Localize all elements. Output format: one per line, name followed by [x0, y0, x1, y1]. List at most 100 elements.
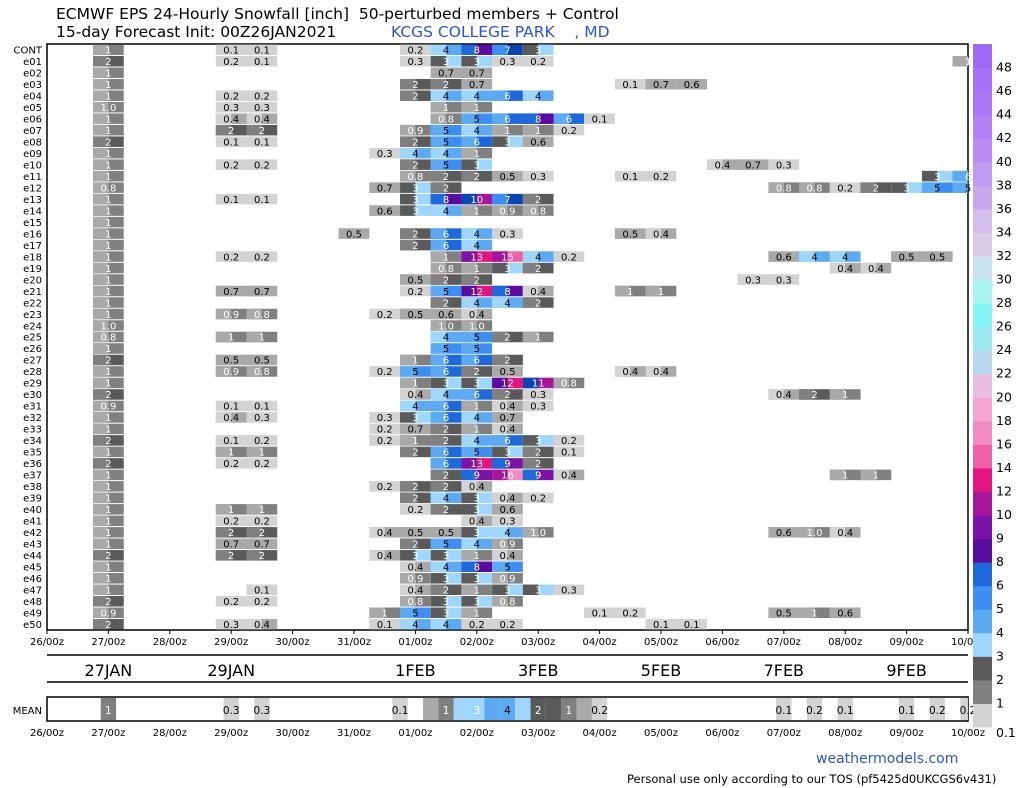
member-label: e39	[23, 494, 42, 505]
data-cell-lead	[461, 228, 477, 239]
time-tick-label: 05/00z	[644, 637, 678, 648]
legend-swatch	[973, 208, 992, 233]
cell-value: 0.1	[592, 114, 608, 125]
legend-label: 38	[996, 177, 1012, 192]
cell-value: 1.0	[100, 103, 116, 114]
member-label: e41	[23, 517, 42, 528]
data-cell-lead	[400, 205, 416, 216]
cell-value: 0.2	[530, 494, 546, 505]
cell-value: 0.6	[377, 206, 393, 217]
cell-value: 4	[443, 390, 449, 401]
cell-value: 0.2	[254, 459, 270, 470]
cell-value: 4	[474, 126, 480, 137]
cell-value: 1	[105, 264, 111, 275]
data-cell-lead	[93, 262, 109, 274]
cell-value: 6	[443, 356, 449, 367]
data-cell-lead	[492, 469, 508, 481]
cell-value: 1	[443, 103, 449, 114]
cell-value: 0.7	[653, 80, 669, 91]
data-cell-lead	[246, 90, 262, 101]
data-cell-lead	[430, 55, 447, 67]
data-cell-lead	[93, 343, 109, 354]
data-cell-lead	[522, 205, 539, 216]
data-cell-lead	[215, 515, 232, 527]
data-cell-lead	[461, 67, 477, 78]
data-cell-lead	[400, 400, 416, 412]
data-cell-lead	[93, 44, 109, 55]
cell-value: 0.4	[469, 482, 485, 493]
cell-value: 0.4	[223, 413, 239, 424]
cell-value: 4	[474, 229, 480, 240]
cell-value: 2	[504, 333, 510, 344]
legend-swatch	[973, 255, 992, 281]
legend-label: 9	[996, 531, 1004, 546]
cell-value: 3	[474, 574, 480, 585]
cell-value: 1	[443, 252, 449, 263]
cell-value: 6	[474, 137, 480, 148]
legend-swatch	[973, 326, 992, 351]
legend-swatch	[973, 656, 992, 681]
cell-value: 0.2	[377, 436, 393, 447]
legend-swatch	[973, 279, 992, 304]
cell-value: 1	[105, 448, 111, 459]
cell-value: 1	[105, 229, 111, 240]
cell-value: 3	[443, 379, 449, 390]
data-cell-lead	[768, 389, 784, 400]
cell-value: 7	[504, 195, 510, 206]
data-cell-lead	[246, 113, 262, 124]
data-cell-lead	[461, 251, 477, 262]
cell-value: 0.9	[500, 574, 516, 585]
legend-label: 34	[996, 224, 1012, 239]
data-cell-lead	[461, 469, 477, 481]
data-cell	[614, 170, 646, 182]
cell-value: 0.9	[223, 367, 239, 378]
member-label: e15	[23, 218, 42, 229]
member-label: e16	[23, 229, 42, 240]
data-cell-lead	[246, 458, 262, 469]
data-cell-lead	[400, 308, 416, 320]
data-cell-lead	[400, 274, 416, 285]
legend-label: 28	[996, 295, 1012, 310]
data-cell-lead	[430, 285, 447, 297]
cell-value: 0.2	[223, 160, 239, 171]
legend-swatch	[973, 538, 992, 563]
data-cell-lead	[492, 504, 508, 515]
cell-value: 1	[504, 126, 510, 137]
cell-value: 0.9	[407, 574, 423, 585]
data-cell-lead	[860, 182, 876, 193]
data-cell-lead	[553, 251, 569, 262]
cell-value: 3	[412, 195, 418, 206]
legend-label: 18	[996, 413, 1012, 428]
data-cell-lead	[737, 274, 754, 285]
data-cell-lead	[246, 412, 262, 423]
data-cell-lead	[492, 205, 508, 216]
data-cell-lead	[93, 412, 109, 423]
website-link[interactable]: weathermodels.com	[816, 751, 959, 767]
mean-time-tick-label: 27/00z	[91, 728, 125, 739]
cell-value: 1	[105, 80, 111, 91]
cell-value: 0.2	[500, 620, 516, 631]
cell-value: 1	[474, 206, 480, 217]
cell-value: 8	[504, 287, 510, 298]
data-cell-lead	[430, 596, 447, 607]
cell-value: 3	[504, 137, 510, 148]
data-cell-lead	[215, 44, 232, 55]
cell-value: 0.4	[407, 390, 423, 401]
legend-swatch	[973, 515, 992, 540]
cell-value: 1	[105, 126, 111, 137]
cell-value: 1	[105, 505, 111, 516]
cell-value: 2	[443, 275, 449, 286]
cell-value: 8	[535, 114, 541, 125]
cell-value: 0.1	[223, 45, 239, 56]
mean-cell	[960, 698, 968, 720]
data-cell-lead	[614, 228, 631, 239]
data-cell-lead	[492, 262, 508, 274]
data-cell-lead	[369, 527, 385, 538]
mean-cell	[515, 698, 531, 720]
cell-value: 0.2	[561, 436, 577, 447]
cell-value: 0.8	[776, 183, 792, 194]
cell-value: 3	[474, 57, 480, 68]
cell-value: 0.4	[500, 551, 516, 562]
cell-value: 4	[412, 620, 418, 631]
data-cell-lead	[400, 389, 416, 400]
